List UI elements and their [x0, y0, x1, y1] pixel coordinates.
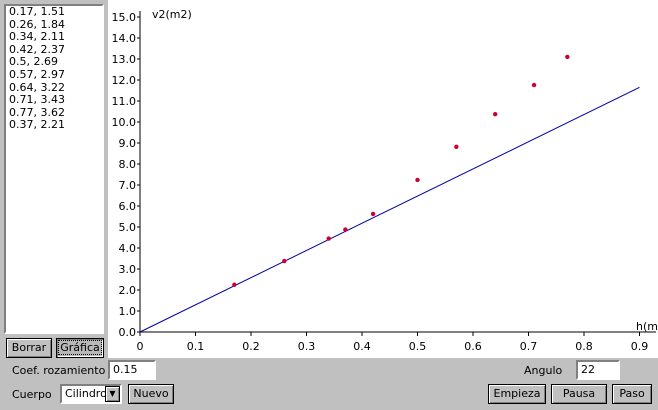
y-tick-label: 5.0 [119, 221, 137, 234]
data-point [531, 82, 537, 88]
y-tick-label: 6.0 [119, 200, 137, 213]
y-tick-label: 8.0 [119, 158, 137, 171]
list-item: 0.42, 2.37 [9, 42, 65, 56]
angulo-label: Angulo [524, 364, 563, 377]
y-tick-label: 15.0 [112, 11, 137, 24]
data-point [415, 177, 420, 183]
y-tick-label: 12.0 [112, 74, 137, 87]
data-point [565, 54, 570, 60]
y-tick-label: 3.0 [119, 263, 137, 276]
paso-button[interactable]: Paso [612, 384, 652, 404]
x-tick-label: 0.8 [575, 340, 593, 353]
y-tick-label: 7.0 [119, 179, 137, 192]
y-tick-label: 4.0 [119, 242, 137, 255]
list-item: 0.77, 3.62 [9, 105, 65, 119]
y-tick-label: 1.0 [119, 305, 137, 318]
list-item: 0.57, 2.97 [9, 67, 65, 81]
cuerpo-label: Cuerpo [12, 388, 52, 401]
data-point [326, 236, 331, 241]
y-tick-label: 2.0 [119, 284, 137, 297]
grafica-button[interactable]: Gráfica [56, 338, 104, 358]
list-item: 0.5, 2.69 [9, 55, 58, 69]
list-item: 0.26, 1.84 [9, 17, 65, 31]
list-item: 0.34, 2.11 [9, 30, 65, 44]
x-axis-label: h(m [636, 320, 658, 333]
y-tick-label: 14.0 [112, 32, 137, 45]
data-point [343, 227, 348, 232]
list-item: 0.64, 3.22 [9, 80, 65, 94]
x-tick-label: 0.7 [520, 340, 538, 353]
x-tick-label: 0.6 [464, 340, 482, 353]
pausa-button[interactable]: Pausa [551, 384, 607, 404]
y-tick-label: 9.0 [119, 137, 137, 150]
x-tick-label: 0.2 [242, 340, 260, 353]
x-tick-label: 0.1 [187, 340, 205, 353]
data-point [232, 282, 237, 287]
y-tick-label: 11.0 [112, 95, 137, 108]
list-item: 0.71, 3.43 [9, 93, 65, 107]
x-tick-label: 0.4 [353, 340, 371, 353]
data-point [454, 144, 459, 149]
y-tick-label: 0.0 [119, 326, 137, 339]
data-point [370, 211, 376, 217]
y-tick-label: 13.0 [112, 53, 137, 66]
borrar-button[interactable]: Borrar [6, 338, 52, 358]
coef-rozamiento-label: Coef. rozamiento [12, 364, 106, 377]
cuerpo-select-value: Cilindro [65, 387, 107, 400]
y-axis-label: v2(m2) [152, 8, 192, 21]
empieza-button[interactable]: Empieza [488, 384, 546, 404]
x-tick-label: 0.3 [298, 340, 316, 353]
data-list[interactable]: 0.17, 1.51 0.26, 1.84 0.34, 2.11 0.42, 2.37… [4, 4, 104, 334]
x-tick-label: 0.5 [409, 340, 427, 353]
fit-line [139, 86, 640, 333]
scatter-chart: 0.0 1.0 2.0 3.0 4.0 5.0 6.0 7.0 8.0 9.0 10.0 11.0 12… [112, 8, 658, 353]
data-point [493, 112, 498, 117]
list-item: 0.17, 1.51 [9, 5, 65, 18]
list-item: 0.37, 2.21 [9, 118, 65, 132]
chevron-down-icon[interactable]: ▼ [105, 386, 120, 402]
data-point [282, 258, 287, 264]
angulo-input[interactable]: 22 [576, 360, 620, 380]
coef-rozamiento-input[interactable]: 0.15 [108, 360, 156, 380]
cuerpo-select[interactable]: Cilindro ▼ [60, 384, 122, 404]
x-tick-label: 0 [137, 340, 144, 353]
plot-area: 0.0 1.0 2.0 3.0 4.0 5.0 6.0 7.0 8.0 9.0 10.0 11.0 12… [108, 0, 658, 358]
x-tick-label: 0.9 [631, 340, 649, 353]
nuevo-button[interactable]: Nuevo [128, 384, 174, 404]
y-tick-label: 10.0 [112, 116, 137, 129]
